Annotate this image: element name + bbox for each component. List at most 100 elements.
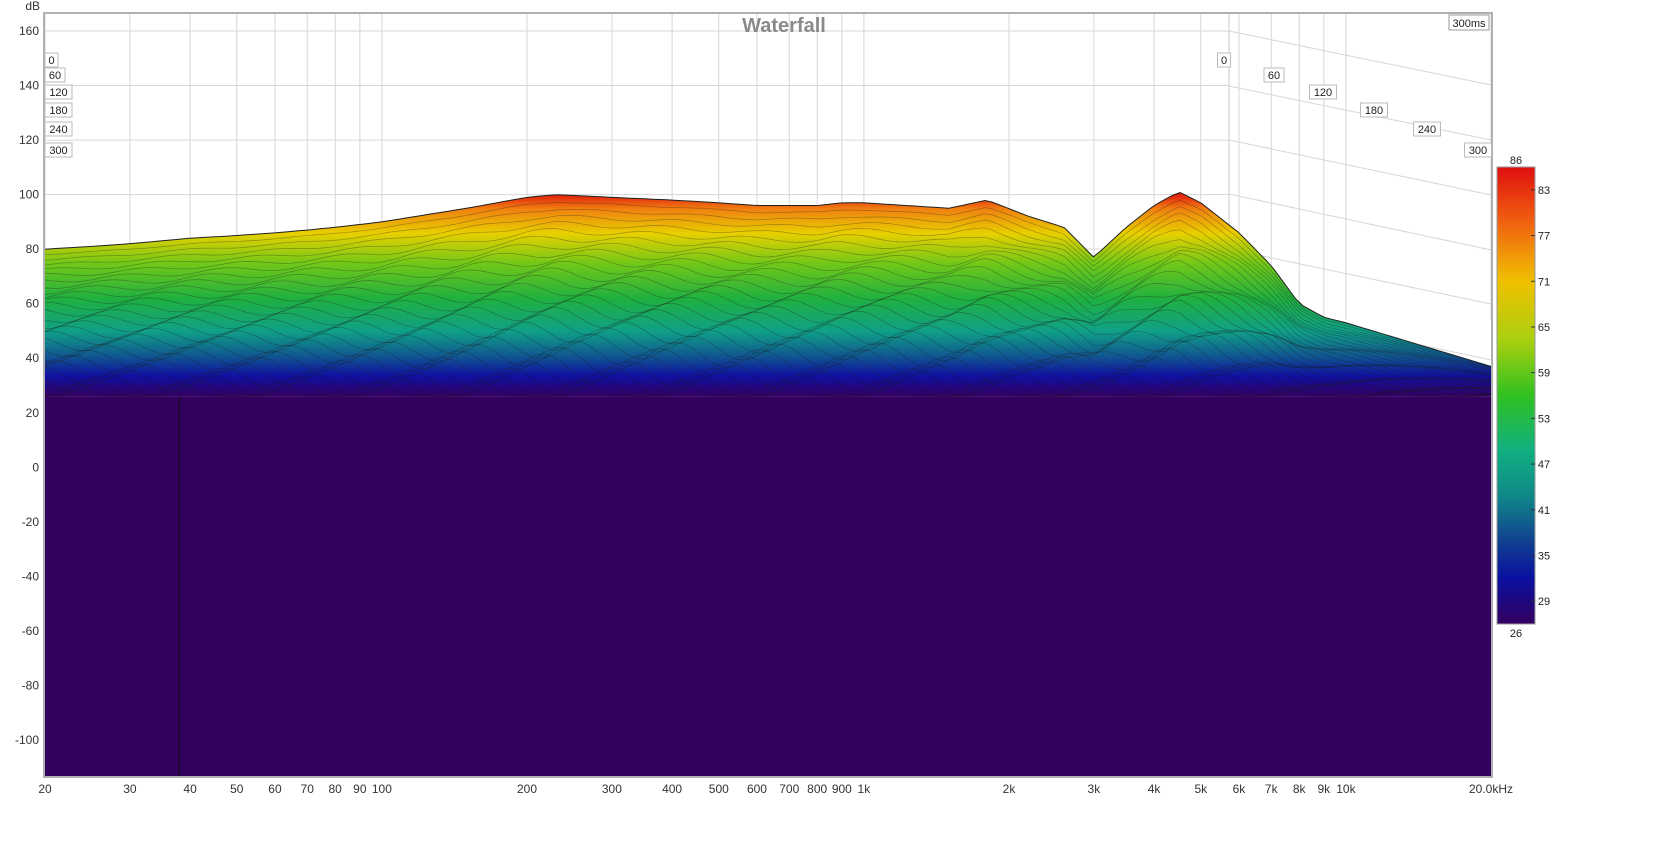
colorbar-tick-label: 47	[1538, 459, 1550, 471]
grid-depth-line	[1228, 248, 1492, 305]
decay-slice-line	[45, 380, 1491, 397]
decay-slice-line	[45, 334, 1491, 389]
y-tick-label: 20	[26, 406, 40, 420]
time-tick-right: 240	[1413, 121, 1441, 137]
colorbar-gradient	[1496, 166, 1536, 625]
time-tick-left: 300	[44, 142, 73, 158]
x-tick-label: 100	[372, 782, 392, 796]
decay-slice-line	[45, 260, 1491, 378]
decay-slice-line	[45, 248, 1491, 375]
x-tick-label: 9k	[1318, 782, 1332, 796]
colorbar-min: 26	[1510, 628, 1522, 640]
y-tick-label: 80	[26, 242, 40, 256]
decay-slice-line	[45, 353, 1491, 395]
decay-slice-line	[45, 321, 1491, 389]
x-tick-label: 1k	[858, 782, 872, 796]
decay-slice-line	[45, 242, 1491, 375]
x-tick-label: 6k	[1233, 782, 1247, 796]
decay-slice-line	[45, 288, 1491, 382]
time-tick-left: 0	[44, 52, 59, 68]
svg-text:60: 60	[49, 70, 61, 82]
y-tick-label: -100	[15, 733, 39, 747]
decay-slice-line	[45, 253, 1491, 376]
decay-slice-line	[45, 367, 1491, 397]
decay-slice-line	[45, 282, 1491, 382]
x-tick-label: 3k	[1088, 782, 1102, 796]
x-tick-label: 500	[709, 782, 729, 796]
surface-top-line	[45, 192, 1491, 367]
x-tick-label: 60	[268, 782, 282, 796]
y-tick-label: 100	[19, 188, 39, 202]
grid-depth-line	[1228, 30, 1492, 86]
time-tick-right: 120	[1309, 84, 1337, 100]
x-tick-label: 200	[517, 782, 537, 796]
colorbar-tick-label: 41	[1538, 505, 1550, 517]
decay-slice-line	[45, 199, 1491, 368]
colorbar-tick-label: 65	[1538, 322, 1550, 334]
x-tick-label: 300	[602, 782, 622, 796]
decay-slice-line	[45, 299, 1491, 383]
x-tick-label: 400	[662, 782, 682, 796]
y-tick-label: 120	[19, 133, 39, 147]
time-tick-right: 60	[1263, 67, 1285, 83]
colorbar-max: 86	[1510, 155, 1522, 167]
x-tick-label: 80	[329, 782, 343, 796]
decay-slice-line	[45, 314, 1491, 388]
svg-text:0: 0	[1221, 55, 1227, 67]
decay-slice-line	[45, 228, 1491, 373]
decay-slice-line	[45, 267, 1491, 379]
time-tick-right: 300	[1464, 142, 1492, 158]
y-tick-label: -60	[22, 624, 40, 638]
decay-slice-line	[45, 339, 1491, 390]
y-axis-unit: dB	[25, 0, 40, 13]
decay-slice-line	[45, 346, 1491, 392]
y-tick-label: -20	[22, 515, 40, 529]
x-tick-label: 2k	[1003, 782, 1017, 796]
x-tick-label: 600	[747, 782, 767, 796]
time-tick-left: 60	[44, 67, 66, 83]
decay-slice-line	[45, 327, 1491, 389]
time-window-badge: 300ms	[1448, 14, 1490, 31]
svg-text:60: 60	[1268, 70, 1280, 82]
x-tick-label: 10k	[1336, 782, 1356, 796]
decay-slice-line	[45, 307, 1491, 386]
time-tick-right: 0	[1217, 52, 1231, 68]
decay-slice-line	[45, 294, 1491, 382]
x-tick-label: 7k	[1265, 782, 1279, 796]
x-axis: 20 30 40 50 60 70 80 90 100 200 300 400 500 600 700 800…	[38, 782, 1513, 796]
time-tick-left: 120	[44, 84, 73, 100]
time-tick-right: 180	[1360, 102, 1388, 118]
x-tick-label: 50	[230, 782, 244, 796]
colorbar-tick-label: 53	[1538, 413, 1550, 425]
svg-text:300ms: 300ms	[1452, 18, 1486, 30]
time-tick-left: 240	[44, 121, 73, 137]
colorbar-tick-label: 77	[1538, 231, 1550, 243]
decay-slice-line	[45, 275, 1491, 381]
chart-title: Waterfall	[742, 15, 826, 37]
colorbar-tick-label: 35	[1538, 550, 1550, 562]
time-tick-left: 180	[44, 102, 73, 118]
y-tick-label: 140	[19, 79, 39, 93]
surface-floor	[45, 396, 1491, 776]
decay-slice-line	[45, 206, 1491, 369]
svg-text:300: 300	[49, 145, 67, 157]
waterfall-surface	[45, 192, 1491, 776]
svg-text:300: 300	[1469, 145, 1487, 157]
grid-depth-line	[1228, 193, 1492, 251]
y-axis: 160 140 120 100 80 60 40 20 0 -20 -40 -60 -80 -100	[15, 24, 39, 747]
x-tick-label: 800	[807, 782, 827, 796]
colorbar-tick-label: 59	[1538, 368, 1550, 380]
x-tick-label: 90	[353, 782, 367, 796]
x-tick-label: 30	[123, 782, 137, 796]
colorbar-tick-label: 29	[1538, 596, 1550, 608]
surface-body	[45, 192, 1491, 397]
y-tick-label: 160	[19, 24, 39, 38]
grid-depth-line	[1228, 139, 1492, 196]
y-tick-label: 60	[26, 297, 40, 311]
x-tick-label: 20.0kHz	[1469, 782, 1513, 796]
decay-slice-line	[45, 235, 1491, 374]
svg-text:120: 120	[49, 87, 67, 99]
svg-text:180: 180	[49, 105, 67, 117]
x-tick-label: 4k	[1148, 782, 1162, 796]
